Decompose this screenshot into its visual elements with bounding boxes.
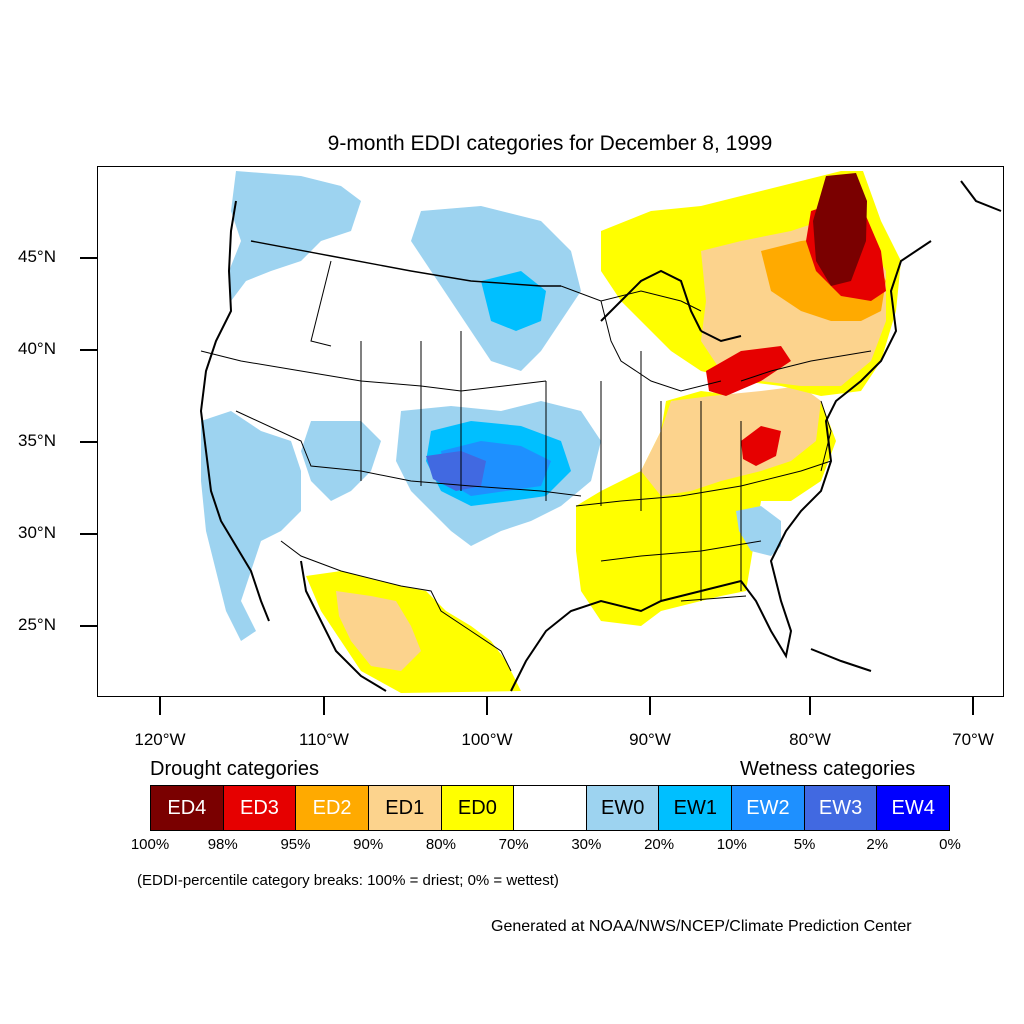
state-boundaries (200, 240, 872, 672)
lat-label: 45°N (18, 247, 56, 266)
category-note: (EDDI-percentile category breaks: 100% =… (137, 872, 559, 889)
lat-label: 35°N (18, 431, 56, 450)
legend-cell-ew0: EW0 (586, 786, 660, 830)
percent-break-label: 10% (716, 836, 747, 853)
percent-break-label: 70% (498, 836, 529, 853)
lon-label: 110°W (299, 730, 349, 749)
lon-tick (649, 697, 651, 715)
lon-tick (809, 697, 811, 715)
lon-tick (159, 697, 161, 715)
lat-tick (80, 625, 97, 627)
northern-plains-ew1-region (481, 271, 546, 331)
percent-break-label: 95% (280, 836, 311, 853)
lon-tick (323, 697, 325, 715)
lake-erie-ed3-region (706, 346, 791, 396)
lat-tick (80, 533, 97, 535)
central-plains-ew3-region (426, 451, 486, 491)
mexico-ed0-region (306, 571, 521, 693)
west-coast-ew0-region (201, 411, 301, 641)
legend-cell-ew4: EW4 (877, 786, 950, 830)
percent-break-label: 90% (353, 836, 384, 853)
map-panel (97, 166, 1004, 697)
lon-label: 120°W (134, 730, 186, 749)
lon-label: 100°W (461, 730, 513, 749)
percent-break-label: 0% (939, 836, 961, 853)
percent-break-label: 20% (644, 836, 675, 853)
lat-tick (80, 349, 97, 351)
percent-break-label: 80% (425, 836, 456, 853)
lat-tick (80, 441, 97, 443)
ohio-valley-ed1-region (641, 386, 821, 496)
legend-cell-ew1: EW1 (659, 786, 733, 830)
legend-cell-ed2: ED2 (296, 786, 369, 830)
percent-break-label: 5% (793, 836, 816, 853)
wetness-heading: Wetness categories (740, 758, 916, 780)
lat-label: 25°N (18, 615, 56, 634)
percent-break-label: 100% (130, 836, 170, 853)
legend-cell-normal (514, 786, 587, 830)
category-legend: ED4 ED3 ED2 ED1 ED0 EW0 EW1 EW2 EW3 EW4 (150, 785, 950, 831)
legend-cell-ed3: ED3 (223, 786, 297, 830)
legend-cell-ed4: ED4 (151, 786, 224, 830)
legend-cell-ed0: ED0 (441, 786, 515, 830)
northwest-ew0-region (229, 171, 361, 301)
coastlines (199, 180, 1002, 692)
lon-label: 90°W (629, 730, 671, 749)
lat-label: 30°N (18, 523, 56, 542)
southwest-ew0-region (301, 421, 381, 501)
percent-break-label: 2% (866, 836, 889, 853)
drought-heading: Drought categories (150, 758, 319, 780)
mexico-ed1-region (336, 591, 421, 671)
legend-cell-ed1: ED1 (368, 786, 442, 830)
legend-cell-ew3: EW3 (804, 786, 878, 830)
northeast-ed4-region (813, 173, 867, 286)
lon-label: 70°W (952, 730, 994, 749)
map-title: 9-month EDDI categories for December 8, … (327, 132, 773, 155)
percent-break-label: 30% (571, 836, 602, 853)
lon-tick (486, 697, 488, 715)
legend-cell-ew2: EW2 (732, 786, 805, 830)
lat-label: 40°N (18, 339, 56, 358)
lat-tick (80, 257, 97, 259)
percent-break-label: 98% (207, 836, 238, 853)
lon-label: 80°W (789, 730, 831, 749)
lon-tick (972, 697, 974, 715)
credit-line: Generated at NOAA/NWS/NCEP/Climate Predi… (491, 918, 912, 935)
eddi-map (199, 171, 1002, 693)
appalachian-ed3-region (741, 426, 781, 466)
